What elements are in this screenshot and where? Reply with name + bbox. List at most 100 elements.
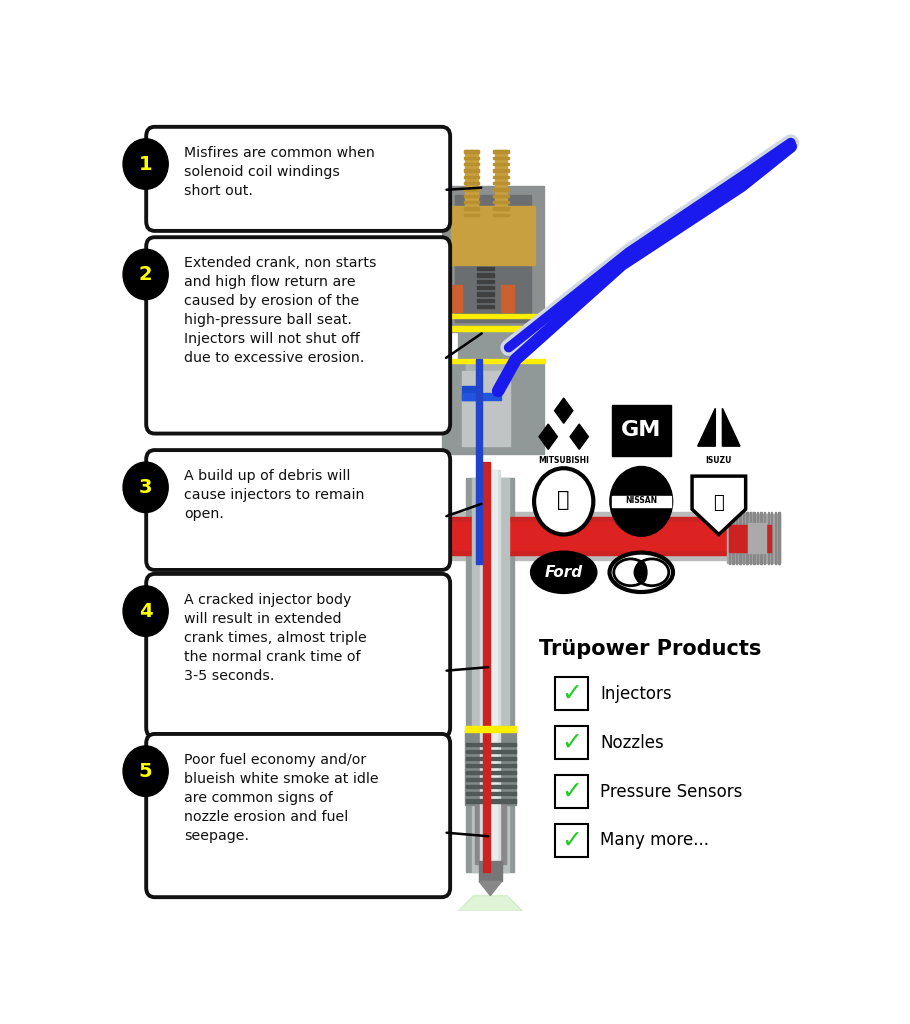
Text: 3: 3 [139, 478, 152, 497]
Bar [493, 201, 509, 204]
Bar [493, 176, 509, 178]
Bar [441, 364, 544, 454]
Bar [743, 512, 744, 564]
Bar [612, 406, 671, 456]
Bar [462, 386, 480, 400]
Bar [493, 214, 509, 216]
Polygon shape [570, 424, 589, 450]
FancyBboxPatch shape [147, 451, 450, 570]
Text: Poor fuel economy and/or
blueish white smoke at idle
are common signs of
nozzle : Poor fuel economy and/or blueish white s… [184, 753, 379, 843]
Bar [466, 750, 516, 753]
FancyBboxPatch shape [147, 573, 450, 737]
Text: 2: 2 [139, 265, 153, 284]
Bar [463, 176, 479, 178]
Bar [455, 196, 531, 322]
Circle shape [534, 468, 593, 535]
Bar [493, 195, 509, 197]
Bar [462, 372, 511, 446]
Text: Trüpower Products: Trüpower Products [539, 639, 761, 659]
Bar [465, 726, 517, 731]
Bar [493, 182, 509, 184]
Circle shape [123, 249, 168, 300]
Bar [554, 677, 589, 711]
Bar [757, 512, 758, 564]
Circle shape [123, 745, 168, 797]
Bar [465, 730, 517, 805]
Polygon shape [539, 424, 557, 450]
Bar [463, 163, 479, 166]
Circle shape [123, 139, 168, 189]
Bar [439, 512, 449, 564]
Ellipse shape [532, 553, 595, 592]
Text: ✓: ✓ [561, 828, 582, 852]
Bar [450, 206, 535, 265]
Bar [493, 151, 509, 153]
Bar [478, 293, 494, 296]
Bar [463, 201, 479, 204]
Text: Pressure Sensors: Pressure Sensors [601, 782, 743, 801]
Polygon shape [554, 398, 573, 423]
Bar [736, 512, 737, 564]
Bar [614, 409, 668, 453]
Bar [463, 195, 479, 197]
Text: 🐏: 🐏 [713, 494, 724, 512]
Bar [466, 764, 516, 767]
Bar [450, 285, 462, 312]
Text: A build up of debris will
cause injectors to remain
open.: A build up of debris will cause injector… [184, 469, 365, 521]
Bar [463, 182, 479, 184]
Bar [739, 512, 741, 564]
Polygon shape [723, 409, 740, 446]
Text: Nozzles: Nozzles [601, 733, 664, 752]
Text: A cracked injector body
will result in extended
crank times, almost triple
the n: A cracked injector body will result in e… [184, 593, 367, 683]
Bar [748, 523, 766, 553]
Text: NISSAN: NISSAN [625, 496, 657, 505]
Ellipse shape [635, 559, 669, 586]
Bar [493, 157, 509, 159]
Bar [462, 392, 501, 400]
Bar [463, 188, 479, 190]
Bar [761, 512, 762, 564]
Bar [750, 512, 752, 564]
Polygon shape [458, 896, 522, 911]
Polygon shape [698, 409, 715, 446]
Bar [463, 169, 479, 172]
Bar [729, 512, 730, 564]
Ellipse shape [635, 560, 648, 584]
Bar [484, 470, 497, 872]
Bar [774, 512, 776, 564]
Bar [476, 359, 482, 470]
Text: Misfires are common when
solenoid coil windings
short out.: Misfires are common when solenoid coil w… [184, 145, 375, 198]
Bar [554, 775, 589, 808]
Bar [478, 305, 494, 308]
Bar [493, 188, 509, 190]
Ellipse shape [610, 553, 673, 592]
Text: Injectors: Injectors [601, 685, 672, 702]
Bar [478, 286, 494, 289]
Bar [466, 778, 516, 781]
Bar [466, 771, 516, 774]
Bar [466, 793, 516, 796]
Bar [466, 757, 516, 760]
Bar [554, 726, 589, 759]
Bar [478, 280, 494, 283]
Text: 🦁: 🦁 [558, 489, 570, 510]
Text: MITSUBISHI: MITSUBISHI [538, 456, 589, 465]
Bar [441, 186, 544, 332]
Bar [729, 525, 771, 552]
Bar [441, 512, 752, 560]
Bar [472, 477, 509, 872]
Bar [767, 512, 769, 564]
Text: Many more...: Many more... [601, 831, 710, 849]
Circle shape [123, 586, 168, 636]
Bar [466, 364, 507, 375]
Bar [753, 512, 754, 564]
Text: 4: 4 [139, 602, 153, 621]
Bar [480, 470, 501, 872]
Bar [493, 207, 509, 210]
Text: Ford: Ford [545, 565, 582, 580]
Text: ISUZU: ISUZU [705, 456, 732, 465]
Bar [501, 285, 513, 312]
Bar [440, 358, 545, 364]
Bar [440, 313, 545, 318]
Bar [493, 163, 509, 166]
